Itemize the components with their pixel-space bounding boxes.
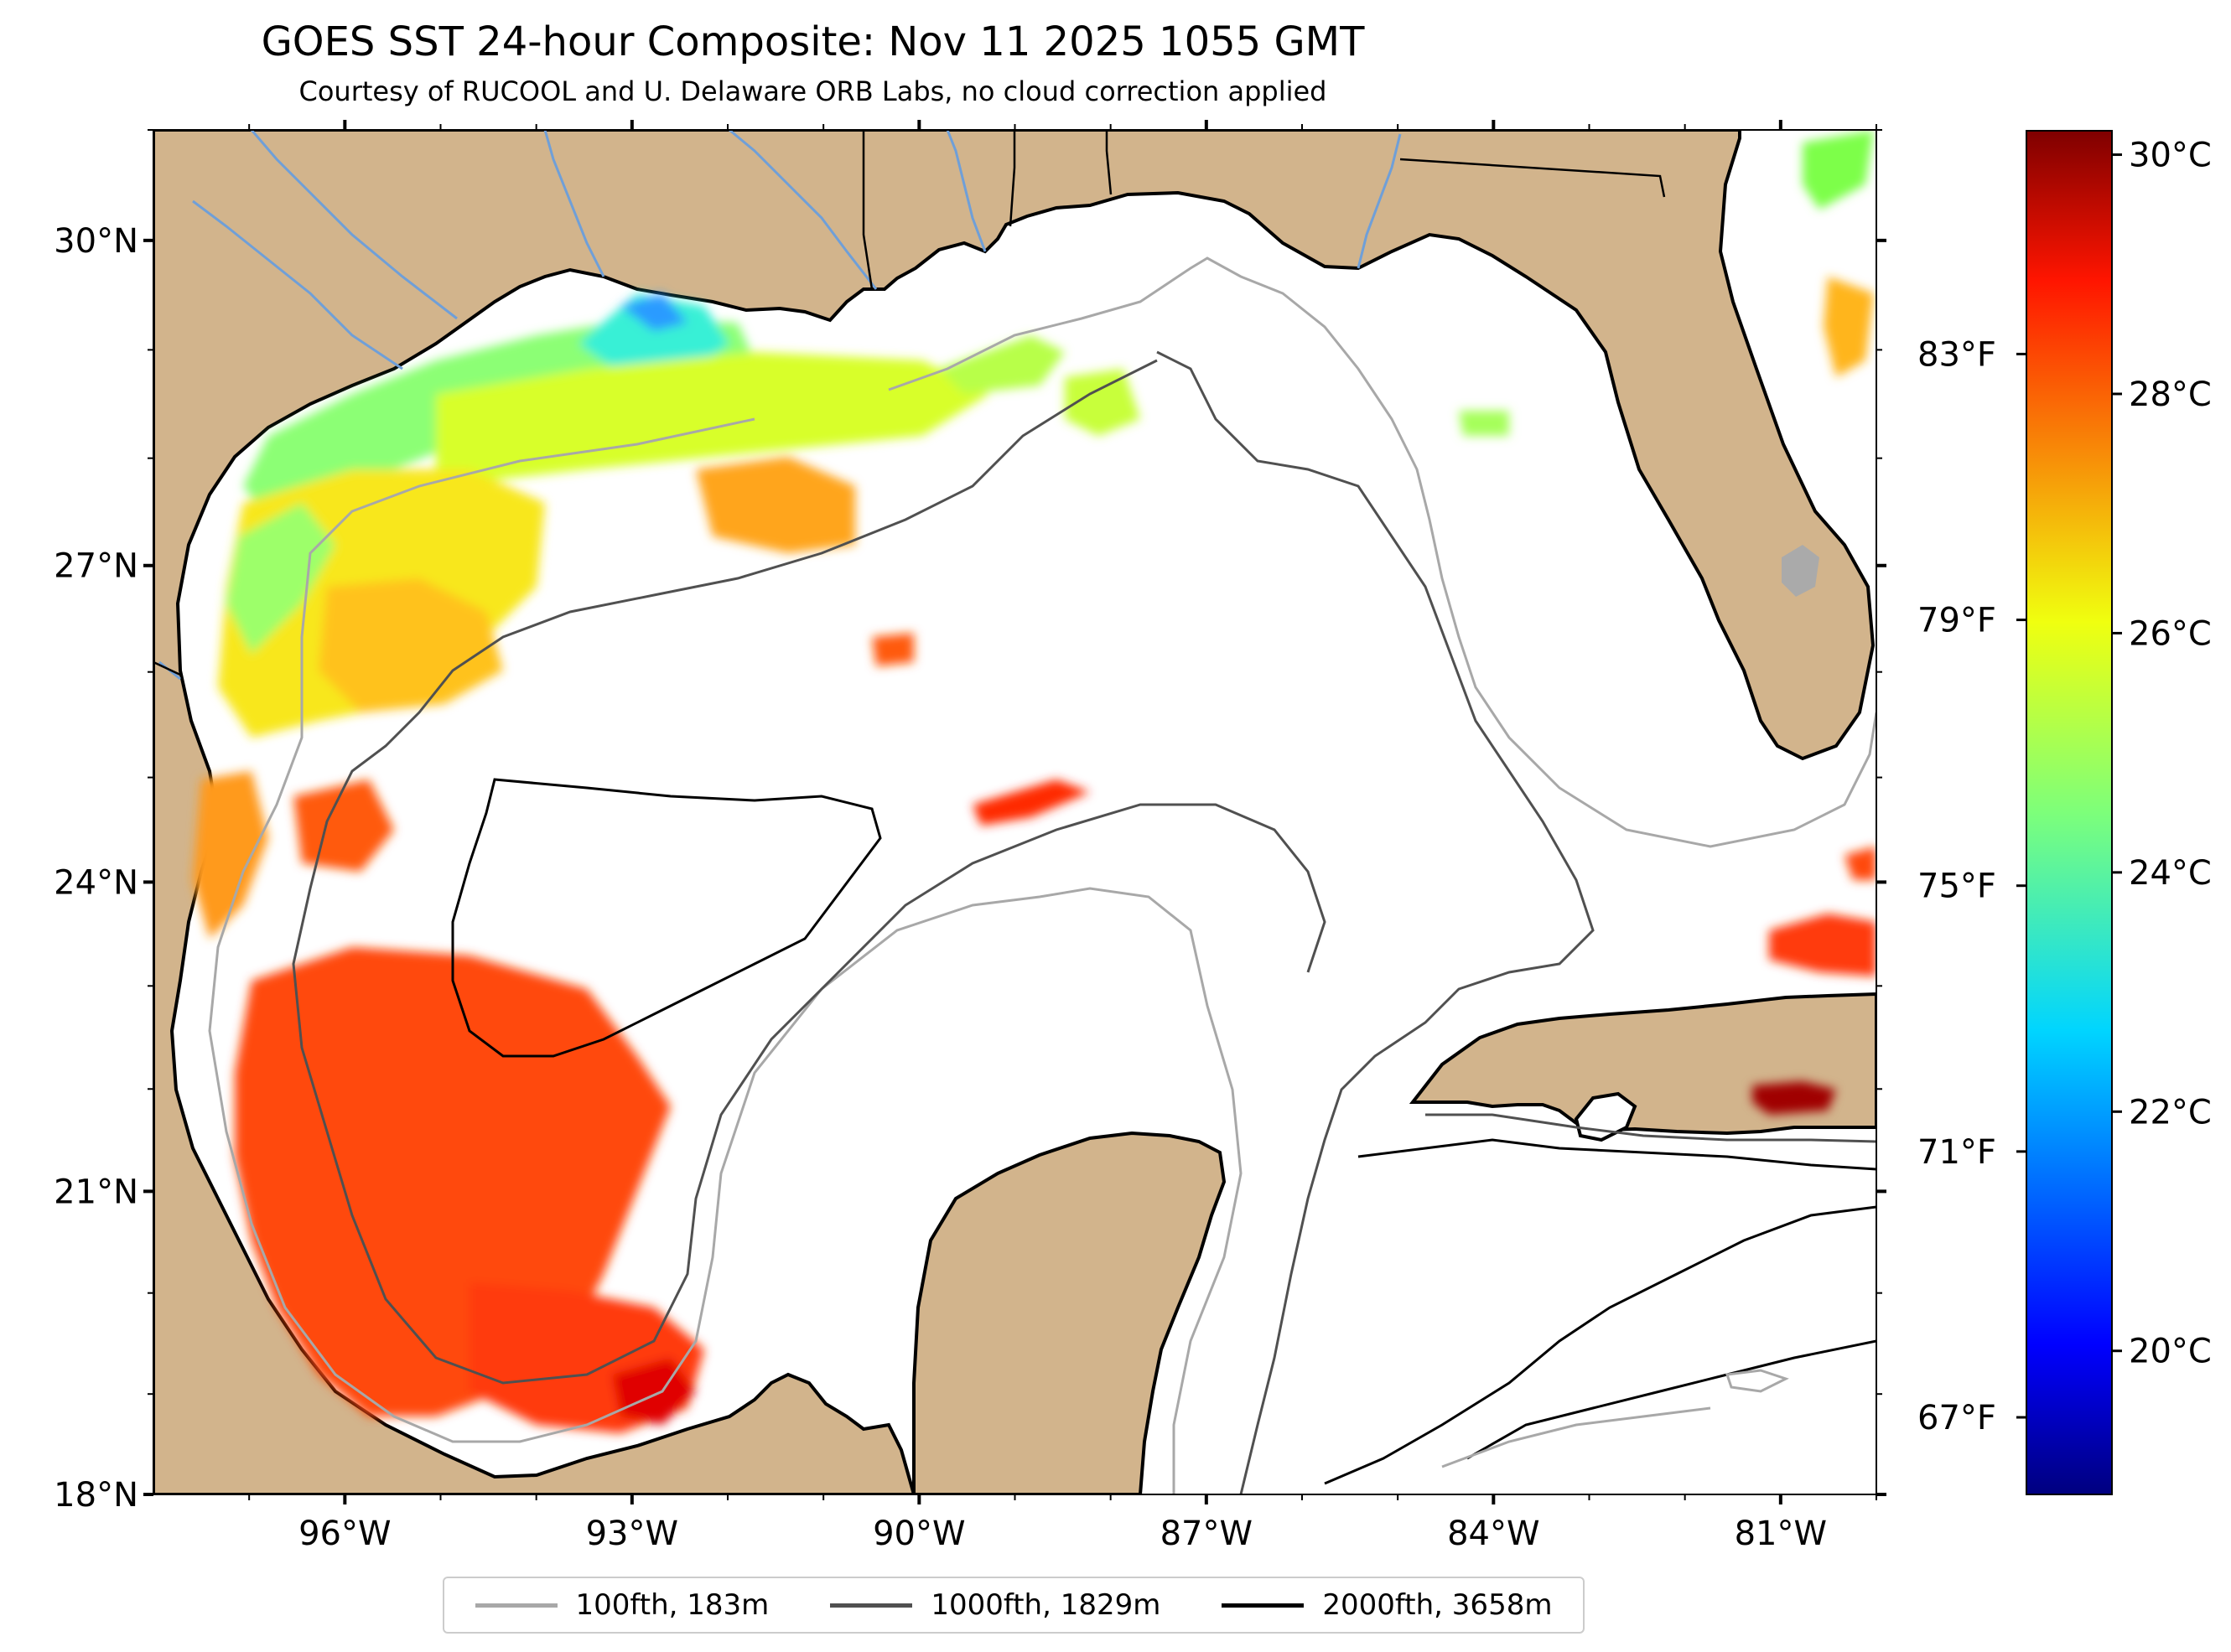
map-title: GOES SST 24-hour Composite: Nov 11 2025 … <box>261 18 1365 65</box>
lat-label: 21°N <box>54 1173 138 1211</box>
lon-label: 93°W <box>586 1515 678 1553</box>
river-mississippi <box>946 130 987 252</box>
land-north-america <box>153 130 1876 1494</box>
lat-label: 18°N <box>54 1476 138 1515</box>
river-red <box>729 130 878 290</box>
lat-label: 24°N <box>54 863 138 902</box>
sst-patch-straits-east <box>1844 847 1876 880</box>
bathymetry-contours <box>208 256 1876 1494</box>
legend-item-1000fth: 1000fth, 1829m <box>830 1588 1160 1622</box>
colorbar: 30°C 28°C 26°C 24°C 22°C 20°C 83°F 79°F 75°F 71°… <box>1917 130 2212 1495</box>
border-tx-la <box>862 130 874 290</box>
river-brazos <box>250 130 458 320</box>
sst-patch-florida-east <box>1803 130 1874 210</box>
lon-label: 81°W <box>1735 1515 1827 1553</box>
sst-patch-florida-atlantic <box>1824 277 1874 377</box>
colorbar-celsius-label: 22°C <box>2129 1093 2212 1132</box>
rivers <box>158 130 1402 681</box>
legend-label-2000fth: 2000fth, 3658m <box>1322 1588 1553 1622</box>
lat-label: 27°N <box>54 547 138 586</box>
river-apalachicola <box>1357 133 1402 269</box>
sst-patch-west-mexico <box>193 771 268 939</box>
colorbar-fahrenheit-label: 67°F <box>1917 1399 1996 1437</box>
land-lake-okeechobee <box>1782 545 1819 597</box>
contour-legend: 100fth, 183m 1000fth, 1829m 2000fth, 365… <box>443 1577 1585 1634</box>
border-us-mexico <box>153 660 181 676</box>
lon-label: 84°W <box>1447 1515 1539 1553</box>
lat-label: 30°N <box>54 222 138 261</box>
map-layers <box>153 130 1876 1494</box>
latitude-ticks: 30°N 27°N 24°N 21°N 18°N <box>54 129 1886 1515</box>
contour-1000fth-cuba <box>1425 1113 1876 1143</box>
border-al-fl <box>1399 158 1666 198</box>
lon-label: 87°W <box>1160 1515 1253 1553</box>
contour-1000fth <box>1156 350 1595 1494</box>
sst-patch-cuba-darkred <box>1752 1081 1836 1115</box>
contour-100fth-cayman <box>1441 1369 1789 1468</box>
colorbar-fahrenheit-label: 71°F <box>1917 1133 1996 1172</box>
sst-patch-north-blue <box>620 293 687 331</box>
river-sabine <box>543 130 605 277</box>
sst-patch-east-streak <box>973 779 1090 826</box>
colorbar-fahrenheit-label: 79°F <box>1917 602 1996 640</box>
legend-item-2000fth: 2000fth, 3658m <box>1222 1588 1552 1622</box>
legend-line-2000fth <box>1222 1603 1305 1608</box>
sst-patch-louisiana <box>939 335 1065 394</box>
colorbar-fahrenheit-label: 83°F <box>1917 335 1996 374</box>
sst-patch-central-orange <box>696 457 855 553</box>
colorbar-celsius-label: 30°C <box>2129 137 2212 175</box>
colorbar-celsius-ticks: 30°C 28°C 26°C 24°C 22°C 20°C <box>2112 137 2212 1371</box>
sst-data <box>193 130 1876 1433</box>
lon-label: 96°W <box>298 1515 391 1553</box>
legend-label-100fth: 100fth, 183m <box>575 1588 770 1622</box>
colorbar-celsius-label: 20°C <box>2129 1333 2212 1371</box>
sst-patch-straits <box>1769 914 1876 976</box>
state-borders <box>153 130 1666 676</box>
legend-line-100fth <box>475 1603 558 1608</box>
contour-2000fth-cayman <box>1324 1138 1876 1485</box>
sst-patch-texas-orange <box>319 578 503 712</box>
border-la-ms <box>1009 130 1016 227</box>
border-ms-al <box>1105 130 1113 195</box>
legend-item-100fth: 100fth, 183m <box>475 1588 770 1622</box>
contour-1000fth-west <box>292 359 1326 1385</box>
sst-patch-north-cyan <box>579 293 729 373</box>
colorbar-fahrenheit-label: 75°F <box>1917 867 1996 906</box>
colorbar-celsius-label: 28°C <box>2129 375 2212 414</box>
colorbar-celsius-label: 26°C <box>2129 614 2212 653</box>
sst-patch-fl-panhandle <box>1459 411 1509 436</box>
sst-patch-mid-east <box>1065 369 1140 436</box>
contour-2000fth <box>451 778 882 1058</box>
legend-label-1000fth: 1000fth, 1829m <box>931 1588 1161 1622</box>
map-subtitle: Courtesy of RUCOOL and U. Delaware ORB L… <box>298 75 1327 107</box>
contour-100fth-west <box>208 417 1243 1494</box>
sst-patch-texas-green <box>226 503 335 654</box>
legend-line-1000fth <box>830 1603 913 1608</box>
lon-label: 90°W <box>873 1515 965 1553</box>
colorbar-fahrenheit-ticks: 83°F 79°F 75°F 71°F 67°F <box>1917 335 2026 1437</box>
land-yucatan <box>912 1131 1227 1494</box>
colorbar-gradient <box>2026 130 2113 1495</box>
longitude-ticks: 96°W 93°W 90°W 87°W 84°W 81°W <box>248 120 1877 1553</box>
sst-patch-west-central <box>293 779 394 872</box>
sst-patch-central-dot <box>872 633 914 666</box>
colorbar-celsius-label: 24°C <box>2129 854 2212 893</box>
contour-100fth <box>888 256 1876 848</box>
river-colorado <box>192 199 403 370</box>
